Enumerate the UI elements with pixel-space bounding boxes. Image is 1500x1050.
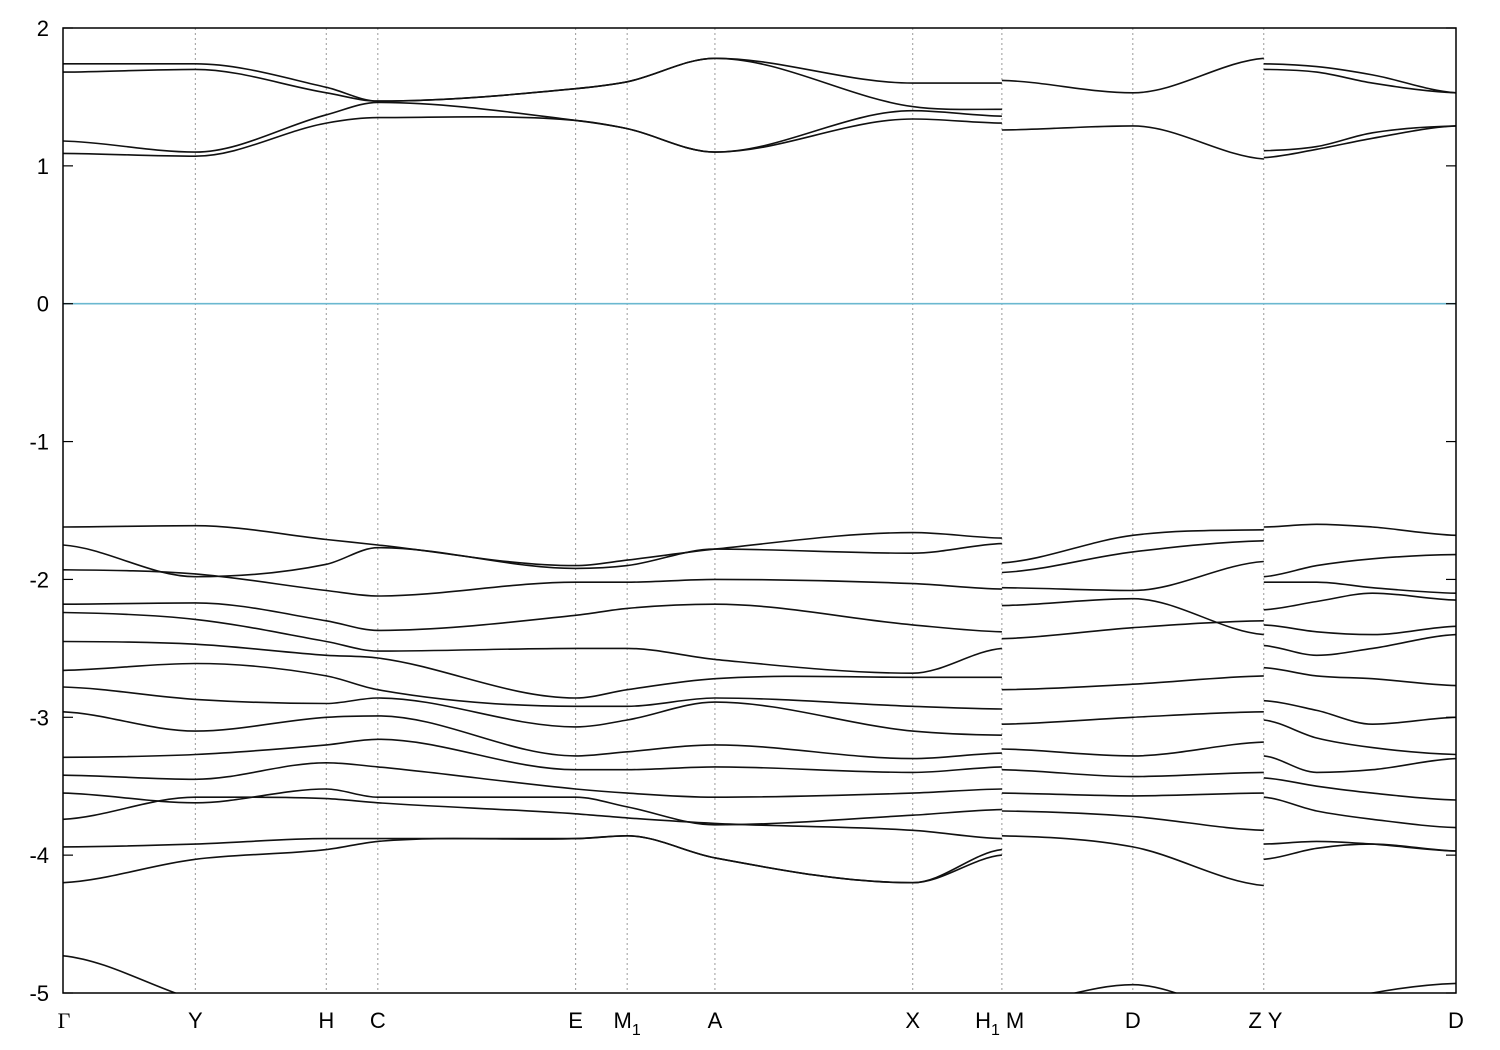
band-line-s0-b3 [63, 116, 1002, 157]
band-line-s0-b1 [63, 57, 1002, 111]
band-line-s2-b9 [1263, 633, 1456, 657]
band-line-s1-b1 [1001, 125, 1264, 160]
band-line-s1-b0 [1001, 57, 1264, 94]
high-symmetry-lines [194, 28, 1265, 993]
band-line-s2-b5 [1263, 553, 1456, 578]
band-line-s2-b18 [1368, 982, 1456, 993]
y-tick-label: 1 [37, 154, 49, 179]
band-line-s0-b15 [63, 788, 1002, 826]
band-line-s2-b8 [1263, 624, 1456, 636]
k-point-label: D [1125, 1008, 1141, 1033]
k-point-label: Y [188, 1008, 203, 1033]
band-line-s0-b13 [63, 738, 1002, 774]
band-line-s2-b3 [1263, 125, 1456, 159]
band-line-s0-b14 [63, 762, 1002, 798]
k-point-label: X [905, 1008, 920, 1033]
bands-layer [63, 57, 1456, 993]
y-tick-label: 2 [37, 16, 49, 41]
band-line-s1-b12 [1001, 810, 1264, 832]
band-line-s1-b5 [1001, 597, 1264, 636]
band-line-s1-b9 [1001, 741, 1264, 757]
k-point-label: H1 [975, 1008, 1000, 1039]
band-line-s0-b6 [63, 569, 1002, 597]
k-point-label: C [370, 1008, 386, 1033]
k-point-label: Γ [58, 1008, 71, 1033]
band-line-s1-b14 [1072, 983, 1179, 993]
k-point-label: E [568, 1008, 583, 1033]
band-line-s2-b0 [1263, 63, 1456, 94]
band-line-s2-b10 [1263, 666, 1456, 687]
band-line-s1-b6 [1001, 620, 1264, 640]
k-point-label: H [318, 1008, 334, 1033]
band-line-s0-b18 [63, 835, 1002, 884]
band-line-s1-b8 [1001, 711, 1264, 725]
band-line-s2-b15 [1263, 796, 1456, 829]
y-tick-label: -2 [29, 567, 49, 592]
band-line-s0-b7 [63, 602, 1002, 633]
band-line-s2-b13 [1263, 755, 1456, 774]
band-line-s0-b10 [63, 662, 1002, 710]
band-line-s2-b2 [1263, 125, 1456, 152]
band-line-s1-b2 [1001, 529, 1264, 564]
band-line-s1-b10 [1001, 768, 1264, 778]
band-line-s0-b16 [63, 796, 1002, 840]
band-line-s2-b6 [1263, 581, 1456, 594]
x-axis: Γ Y H C E M1 A X H1 M D Z Y D [58, 1008, 1464, 1039]
band-line-s2-b4 [1263, 523, 1456, 537]
band-line-s1-b11 [1001, 792, 1264, 797]
y-tick-label: -4 [29, 843, 49, 868]
band-line-s2-b17 [1263, 843, 1456, 861]
k-point-label: A [708, 1008, 723, 1033]
y-tick-label: -5 [29, 981, 49, 1006]
y-tick-label: -3 [29, 705, 49, 730]
band-line-s0-b11 [63, 686, 1002, 736]
band-line-s2-b7 [1263, 592, 1456, 611]
band-line-s1-b4 [1001, 560, 1264, 592]
plot-frame [62, 27, 1457, 994]
k-point-label: Y [1268, 1008, 1283, 1033]
band-line-s1-b3 [1001, 540, 1264, 574]
band-line-s1-b13 [1001, 835, 1264, 887]
band-line-s2-b1 [1263, 68, 1456, 94]
band-line-s0-b8 [63, 611, 1002, 674]
k-point-label: Z [1248, 1008, 1261, 1033]
y-axis: 2 1 0 -1 -2 -3 -4 -5 [29, 16, 1456, 1006]
band-line-s1-b7 [1001, 675, 1264, 691]
k-point-label: M [1006, 1008, 1024, 1033]
band-line-s0-b12 [63, 711, 1002, 760]
band-line-s2-b14 [1263, 777, 1456, 801]
band-line-s0-b4 [63, 524, 1002, 567]
k-point-label: M1 [614, 1008, 641, 1039]
band-line-s2-b11 [1263, 699, 1456, 725]
k-point-label: D [1448, 1008, 1464, 1033]
y-tick-label: 0 [37, 292, 49, 317]
y-tick-label: -1 [29, 430, 49, 455]
band-line-s2-b12 [1263, 719, 1456, 756]
band-line-s0-b9 [63, 640, 1002, 699]
